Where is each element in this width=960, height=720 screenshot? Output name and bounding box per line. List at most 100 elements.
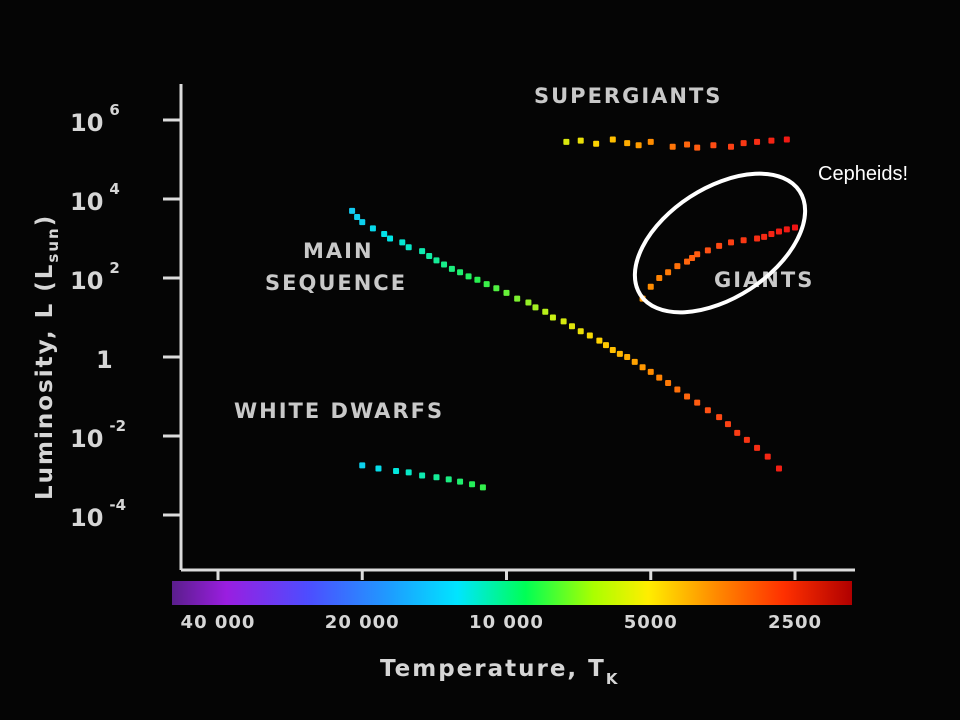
main-sequence-star-point xyxy=(775,465,782,472)
supergiants-star-point xyxy=(684,141,691,148)
supergiants-star-point xyxy=(783,136,790,143)
giants-star-point xyxy=(647,283,654,290)
main-sequence-star-point xyxy=(704,407,711,414)
main-sequence-label-line1: MAIN xyxy=(303,239,374,263)
main-sequence-star-point xyxy=(639,364,646,371)
main-sequence-star-point xyxy=(549,314,556,321)
x-tick-label: 2500 xyxy=(768,612,822,633)
x-tick-label: 5000 xyxy=(624,612,678,633)
main-sequence-star-point xyxy=(457,269,464,276)
main-sequence-star-point xyxy=(381,230,388,237)
giants-star-point xyxy=(674,263,681,270)
main-sequence-star-point xyxy=(568,323,575,330)
y-tick-label: 10 4 xyxy=(70,180,120,216)
main-sequence-star-point xyxy=(560,318,567,325)
giants-star-point xyxy=(656,275,663,281)
temperature-color-bar xyxy=(172,581,852,605)
white-dwarfs-star-point xyxy=(469,481,476,488)
main-sequence-star-point xyxy=(399,239,406,246)
x-tick-label: 10 000 xyxy=(469,612,544,633)
giants-star-point xyxy=(775,228,782,235)
white-dwarfs-star-point xyxy=(405,469,412,476)
y-tick-label: 10 -4 xyxy=(70,496,126,532)
main-sequence-star-point xyxy=(665,379,672,386)
main-sequence-star-point xyxy=(694,399,701,406)
giants-star-point xyxy=(665,269,672,276)
giants-star-point xyxy=(684,258,691,265)
main-sequence-star-point xyxy=(349,207,356,214)
main-sequence-star-point xyxy=(596,337,603,344)
main-sequence-star-point xyxy=(514,295,521,302)
main-sequence-star-point xyxy=(754,444,761,451)
supergiants-star-point xyxy=(624,140,631,147)
giants-star-point xyxy=(768,230,775,237)
main-sequence-star-point xyxy=(716,414,723,421)
x-axis-title: Temperature, TK xyxy=(380,656,620,688)
supergiants-star-point xyxy=(754,138,761,145)
supergiants-star-point xyxy=(635,142,642,149)
main-sequence-star-point xyxy=(586,332,593,339)
main-sequence-star-point xyxy=(525,299,532,306)
white-dwarfs-star-point xyxy=(375,465,382,472)
main-sequence-star-point xyxy=(503,289,510,296)
white-dwarfs-star-point xyxy=(433,474,440,481)
giants-star-point xyxy=(783,226,790,233)
giants-star-point xyxy=(689,255,696,262)
white-dwarfs-star-point xyxy=(419,472,426,479)
white-dwarfs-star-point xyxy=(457,478,464,485)
main-sequence-star-point xyxy=(647,368,654,375)
supergiants-star-point xyxy=(710,142,717,149)
main-sequence-star-point xyxy=(465,273,472,280)
x-tick-label: 20 000 xyxy=(325,612,400,633)
main-sequence-star-point xyxy=(602,342,609,349)
supergiants-star-point xyxy=(563,138,570,145)
supergiants-label: SUPERGIANTS xyxy=(534,84,722,108)
y-tick-label: 1 xyxy=(96,346,113,374)
supergiants-star-point xyxy=(740,140,747,147)
main-sequence-star-point xyxy=(577,328,584,335)
main-sequence-star-point xyxy=(419,248,426,255)
main-sequence-star-point xyxy=(656,374,663,381)
main-sequence-label-line2: SEQUENCE xyxy=(265,271,407,295)
giants-star-point xyxy=(754,235,761,242)
main-sequence-star-point xyxy=(426,253,433,260)
supergiants-star-point xyxy=(647,138,654,145)
main-sequence-star-point xyxy=(674,386,681,393)
main-sequence-star-point xyxy=(734,429,741,436)
main-sequence-star-point xyxy=(631,358,638,365)
supergiants-star-point xyxy=(577,137,584,144)
white-dwarfs-star-point xyxy=(445,476,452,483)
main-sequence-star-point xyxy=(624,354,631,360)
supergiants-star-point xyxy=(694,144,701,151)
y-tick-label: 10 -2 xyxy=(70,417,126,453)
white-dwarfs-star-point xyxy=(359,462,366,469)
main-sequence-star-point xyxy=(743,436,750,443)
main-sequence-star-point xyxy=(359,219,366,226)
x-tick-label: 40 000 xyxy=(181,612,256,633)
giants-star-point xyxy=(728,239,735,246)
supergiants-star-point xyxy=(669,143,676,150)
main-sequence-star-point xyxy=(405,244,412,251)
giants-star-point xyxy=(694,251,701,258)
supergiants-star-point xyxy=(728,143,735,150)
y-axis-title: Luminosity, L (Lsun) xyxy=(32,214,62,500)
main-sequence-star-point xyxy=(448,265,455,272)
supergiants-star-point xyxy=(593,140,600,147)
giants-star-point xyxy=(704,247,711,254)
main-sequence-star-point xyxy=(387,235,394,242)
y-tick-label: 10 6 xyxy=(70,101,120,137)
white-dwarfs-label: WHITE DWARFS xyxy=(234,399,444,423)
main-sequence-star-point xyxy=(609,347,616,354)
supergiants-star-point xyxy=(768,137,775,144)
white-dwarfs-star-point xyxy=(479,484,486,491)
main-sequence-star-point xyxy=(542,308,549,315)
giants-star-point xyxy=(792,224,798,231)
cepheids-ellipse xyxy=(632,171,808,315)
supergiants-star-point xyxy=(609,136,616,143)
main-sequence-star-point xyxy=(684,393,691,400)
main-sequence-star-point xyxy=(433,257,440,264)
main-sequence-star-point xyxy=(616,350,623,357)
giants-star-point xyxy=(716,242,723,249)
main-sequence-star-point xyxy=(474,276,481,283)
